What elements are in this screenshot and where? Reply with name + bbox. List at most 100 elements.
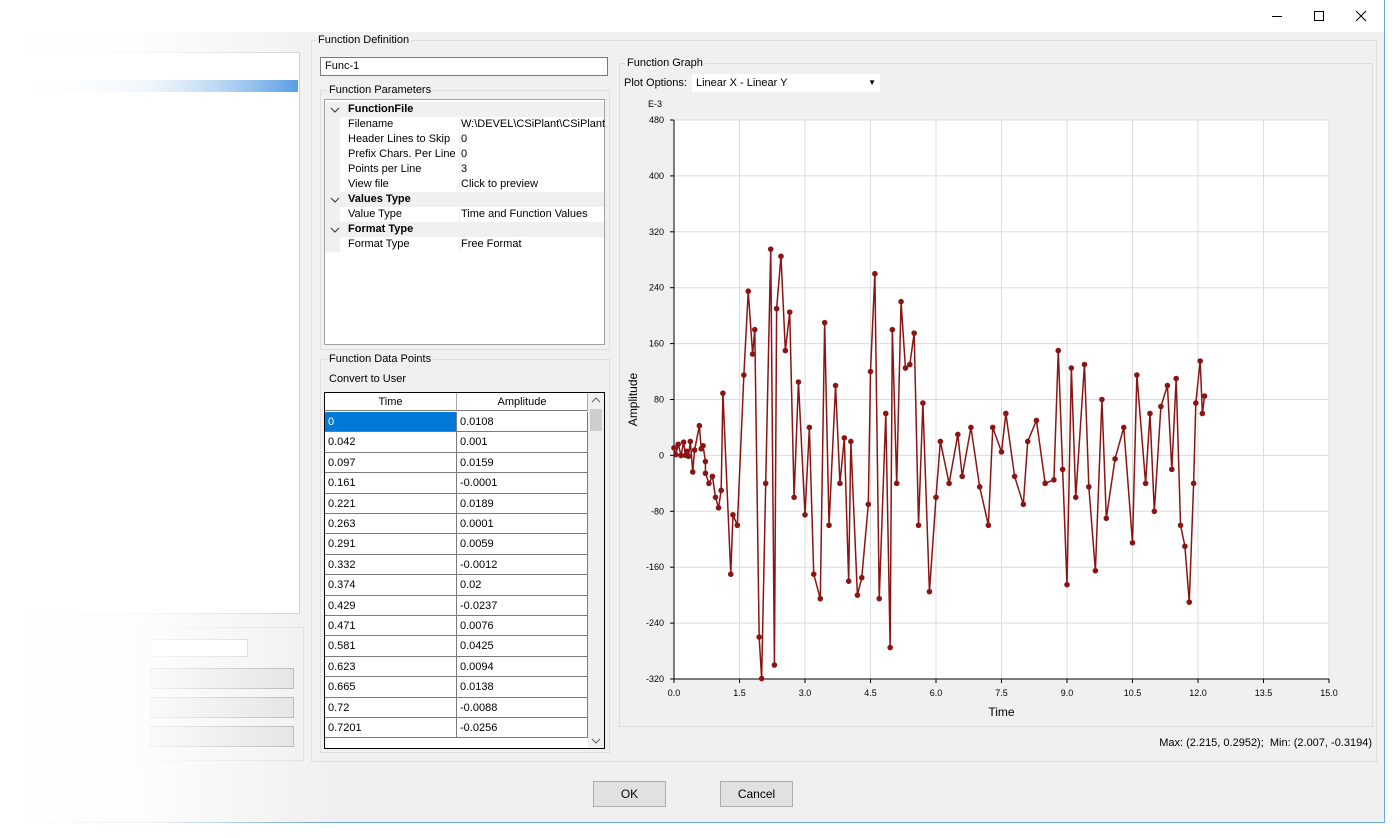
data-point [1190, 480, 1197, 487]
data-point [1147, 410, 1153, 417]
data-point [1042, 480, 1048, 487]
category-row: Values Type [325, 192, 604, 207]
data-point [700, 442, 706, 449]
data-point [926, 588, 933, 595]
data-point [702, 458, 709, 465]
property-name: Format Type [348, 238, 410, 250]
property-row: Format Type Free Format [325, 237, 604, 252]
left-button[interactable] [150, 697, 294, 718]
data-point [817, 595, 824, 602]
data-point [1068, 365, 1075, 371]
data-point [806, 424, 813, 431]
data-point [1099, 396, 1105, 403]
cancel-button[interactable]: Cancel [720, 781, 793, 807]
property-name: Value Type [348, 208, 403, 220]
data-point [998, 449, 1005, 455]
plot-options-dropdown[interactable]: Linear X - Linear Y ▼ [692, 74, 880, 92]
x-tick-label: 3.0 [799, 688, 812, 698]
margin [325, 132, 340, 147]
data-point [867, 368, 874, 375]
table-cell: 0.7201 [325, 718, 457, 739]
data-point [745, 288, 752, 294]
property-name: View file [348, 178, 389, 190]
data-point [1092, 567, 1099, 574]
data-point [858, 574, 865, 581]
margin [325, 237, 340, 252]
table-cell: 0.0094 [457, 656, 588, 678]
data-point [1024, 438, 1031, 445]
data-point [854, 592, 861, 598]
status-text: Max: (2.215, 0.2952); Min: (2.007, -0.31… [1159, 737, 1372, 749]
list-selection [0, 80, 298, 92]
chevron[interactable] [328, 192, 343, 207]
list-box[interactable] [0, 52, 300, 614]
chevron[interactable] [328, 222, 343, 237]
table-cell: 0.623 [325, 656, 457, 678]
data-point [887, 644, 893, 651]
data-point [1142, 480, 1149, 487]
x-tick-label: 0.0 [668, 688, 681, 698]
x-tick-label: 7.5 [995, 688, 1008, 698]
data-point [1134, 372, 1140, 378]
margin [325, 117, 340, 132]
data-point [678, 452, 684, 459]
property-grid: FunctionFile Filename W:\DEVEL\CSiPlant\CS… [324, 99, 606, 345]
table-cell: 0.72 [325, 697, 457, 718]
data-point [758, 675, 765, 682]
scroll-arrows[interactable] [588, 393, 604, 748]
table-cell: 0.0076 [457, 616, 588, 637]
data-point [675, 441, 682, 448]
scrollbar [588, 393, 604, 748]
property-row: Points per Line 3 [325, 162, 604, 177]
ok-button[interactable]: OK [593, 781, 666, 807]
data-point [1193, 400, 1199, 406]
window-controls [1272, 10, 1367, 22]
data-point [946, 480, 952, 487]
data-point [937, 438, 944, 445]
dropdown-arrow: ▼ [868, 78, 876, 87]
left-button[interactable] [150, 726, 294, 747]
data-point [989, 424, 996, 431]
table-cell: 0.001 [457, 432, 588, 453]
name-input[interactable]: Func-1 [320, 57, 608, 76]
data-point [907, 361, 913, 368]
property-value: 0 [459, 147, 606, 162]
table-cell: 0.042 [325, 432, 457, 453]
left-button[interactable] [150, 668, 294, 689]
property-row: Value Type Time and Function Values [325, 207, 604, 222]
close[interactable] [1355, 10, 1367, 22]
data-point [1064, 581, 1070, 588]
property-value: Free Format [459, 237, 606, 252]
table-cell: 0.0001 [457, 514, 588, 535]
x-axis-label: Time [988, 705, 1015, 719]
chart: -320 -240 -160 -80 0 80 160 240 320 400 480 0.0 1.5 3… [626, 99, 1338, 719]
table-cell: -0.0001 [457, 473, 588, 494]
table-cell: 0.332 [325, 554, 457, 576]
data-point [696, 422, 703, 429]
y-tick-label: 160 [649, 339, 664, 349]
data-point [727, 571, 734, 577]
margin [325, 162, 340, 177]
x-tick-label: 6.0 [930, 688, 943, 698]
data-point [709, 473, 716, 480]
y-tick-label: -240 [646, 618, 664, 628]
title-bar [0, 0, 1384, 32]
table-cell: -0.0237 [457, 595, 588, 616]
table-cell: 0.0108 [457, 412, 588, 433]
data-point [771, 662, 778, 668]
data-point [1177, 522, 1184, 529]
left-dropdown[interactable] [150, 639, 248, 657]
data-point [1158, 403, 1164, 410]
maximize[interactable] [1314, 11, 1324, 21]
table-cell: -0.0012 [457, 554, 588, 576]
data-point [1173, 375, 1179, 382]
data-point [734, 522, 741, 529]
data-point [685, 453, 692, 460]
convert-button[interactable]: Convert to User [329, 373, 407, 385]
data-point [955, 431, 961, 438]
dropdown-value: Linear X - Linear Y [696, 77, 788, 89]
data-point [1164, 382, 1171, 389]
y-tick-label: -80 [651, 506, 664, 516]
data-point [985, 522, 992, 529]
chevron[interactable] [328, 102, 343, 117]
